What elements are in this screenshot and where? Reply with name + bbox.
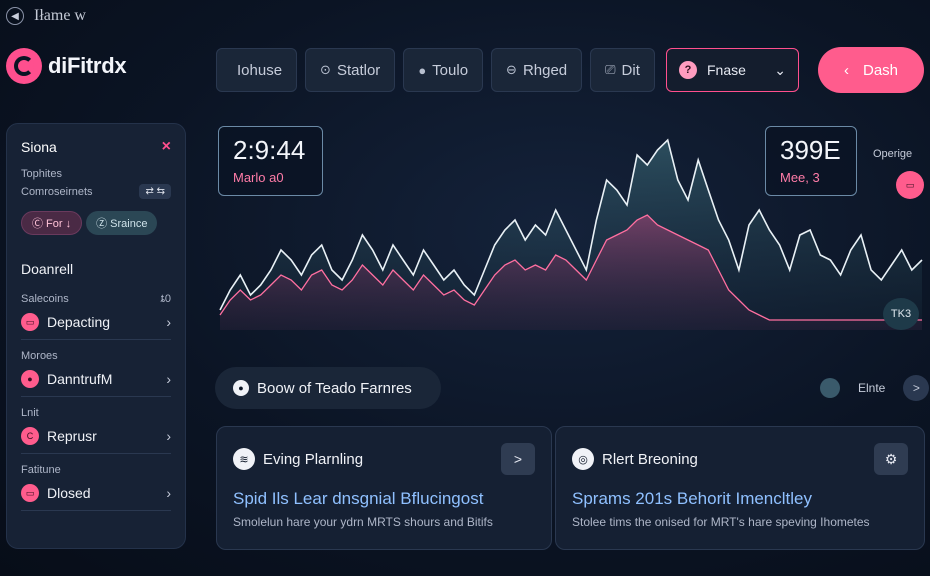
nav-label: Iohuse xyxy=(237,61,283,79)
sidebar-item-reprusr[interactable]: C Reprusr › xyxy=(21,427,171,445)
filter-chip-for[interactable]: Ⓒ For ↓ xyxy=(21,211,83,235)
series-line-0 xyxy=(219,138,923,311)
circle-icon: ● xyxy=(418,62,427,78)
back-icon[interactable]: ◀ xyxy=(6,7,24,25)
nav-label: Rhged xyxy=(522,61,568,79)
sidebar-item-depacting[interactable]: ▭ Depacting › xyxy=(21,313,171,331)
chevron-left-icon: ‹ xyxy=(843,61,849,79)
dash-label: Dash xyxy=(862,61,899,79)
group-label: Salecoins xyxy=(21,293,69,305)
brand-logo[interactable]: diFitrdx xyxy=(6,48,127,84)
section-icon: ● xyxy=(233,380,249,396)
card-subtitle: Smolelun hare your ydrn MRTS shours and … xyxy=(233,515,493,529)
nav-item-5[interactable]: ⎚ Dit xyxy=(590,48,655,92)
series-area-1 xyxy=(220,215,922,330)
stat-label: Marlo a0 xyxy=(233,170,284,185)
pager-controls: Elnte > xyxy=(820,375,930,401)
screen-icon: ⎚ xyxy=(605,62,616,77)
stat-box-right: 399E Mee, 3 xyxy=(765,126,857,196)
gear-icon[interactable]: ⚙ xyxy=(874,443,908,475)
chevron-right-icon: › xyxy=(166,314,171,330)
section-title: Boow of Teado Farnres xyxy=(257,379,412,397)
chart-badge[interactable]: TK3 xyxy=(883,298,919,330)
area-chart xyxy=(219,138,923,330)
sidebar-group: Salecoins ȶ0 ▭ Depacting › xyxy=(21,293,171,340)
stat-value: 2:9:44 xyxy=(233,135,306,165)
item-label: Depacting xyxy=(47,314,111,330)
dash-button[interactable]: ‹ Dash xyxy=(818,47,924,93)
eye-icon: ◎ xyxy=(572,448,594,470)
group-label: Fatitune xyxy=(21,464,61,476)
stat-value: 399E xyxy=(780,135,841,165)
sidebar-subtitle: Tophites xyxy=(21,168,62,180)
status-dot-icon xyxy=(820,378,840,398)
card-heading: Eving Plarnling xyxy=(263,450,364,468)
nav-label: Toulo xyxy=(432,61,469,79)
series-line-1 xyxy=(219,214,922,321)
nav-item-1[interactable]: Iohuse xyxy=(216,48,298,92)
card-title: Sprams 201s Behorit Imencltley xyxy=(572,489,812,508)
open-button[interactable]: > xyxy=(501,443,535,475)
chevron-right-icon: › xyxy=(166,428,171,444)
card-title: Spid Ils Lear dnsgnial Bflucingost xyxy=(233,489,484,508)
brand-mark-icon xyxy=(6,48,42,84)
card-heading: Rlert Breoning xyxy=(602,450,698,468)
section-header[interactable]: ● Boow of Teado Farnres xyxy=(215,367,441,409)
wave-icon: ≋ xyxy=(233,448,255,470)
card-rlert-breoning[interactable]: ◎ Rlert Breoning ⚙ Sprams 201s Behorit I… xyxy=(555,426,925,550)
item-label: DanntrufM xyxy=(47,371,113,387)
nav-item-2[interactable]: ⊙ Statlor xyxy=(305,48,396,92)
filter-chip-sraince[interactable]: Ⓩ Sraince xyxy=(86,211,158,235)
item-label: Dlosed xyxy=(47,485,91,501)
item-icon: C xyxy=(21,427,39,445)
stat-label: Mee, 3 xyxy=(780,170,820,185)
sidebar-subtitle-2: Comroseirnets xyxy=(21,185,93,198)
close-icon[interactable]: × xyxy=(161,138,171,155)
stat-box-left: 2:9:44 Marlo a0 xyxy=(218,126,323,196)
sidebar-item-dlosed[interactable]: ▭ Dlosed › xyxy=(21,484,171,502)
select-value: Fnase xyxy=(707,62,746,78)
window-title: Iłame w xyxy=(34,7,86,24)
nav-label: Statlor xyxy=(336,61,381,79)
nav-item-4[interactable]: ⊖ Rhged xyxy=(491,48,583,92)
sidebar-group: Fatitune ▭ Dlosed › xyxy=(21,464,171,511)
chevron-down-icon: ⌄ xyxy=(774,61,786,78)
group-meta: ȶ0 xyxy=(160,293,171,305)
sidebar-item-danntrufm[interactable]: ● DanntrufM › xyxy=(21,370,171,388)
target-icon: ⊙ xyxy=(320,62,331,77)
sidebar-panel: Siona × Tophites Comroseirnets ⇄ ⇆ Ⓒ For… xyxy=(6,123,186,549)
item-icon: ▭ xyxy=(21,484,39,502)
group-label: Moroes xyxy=(21,350,58,362)
window-bar: ◀ Iłame w xyxy=(6,6,86,26)
card-eving-plarnling[interactable]: ≋ Eving Plarnling > Spid Ils Lear dnsgni… xyxy=(216,426,552,550)
nav-item-3[interactable]: ● Toulo xyxy=(403,48,484,92)
item-icon: ● xyxy=(21,370,39,388)
group-label: Lnit xyxy=(21,407,39,419)
sidebar-group: Moroes ● DanntrufM › xyxy=(21,350,171,397)
sidebar-section-title: Doanrell xyxy=(21,261,74,277)
sidebar-title: Siona xyxy=(21,139,57,155)
nav-label: Dit xyxy=(621,61,640,79)
sidebar-group: Lnit C Reprusr › xyxy=(21,407,171,454)
swap-toggle-icon[interactable]: ⇄ ⇆ xyxy=(139,184,171,199)
item-label: Reprusr xyxy=(47,428,97,444)
filter-select[interactable]: ? Fnase ⌄ xyxy=(666,48,799,92)
legend-marker-icon[interactable]: ▭ xyxy=(896,171,924,199)
brand-name: diFitrdx xyxy=(48,53,127,78)
card-subtitle: Stolee tims the onised for MRT's hare sp… xyxy=(572,515,870,529)
pager-label: Elnte xyxy=(858,381,886,395)
chevron-right-icon: › xyxy=(166,371,171,387)
minus-circle-icon: ⊖ xyxy=(506,62,517,77)
next-button[interactable]: > xyxy=(903,375,930,401)
legend-label: Operige xyxy=(873,148,913,160)
chevron-right-icon: › xyxy=(166,485,171,501)
item-icon: ▭ xyxy=(21,313,39,331)
top-navigation: Iohuse ⊙ Statlor ● Toulo ⊖ Rhged ⎚ Dit xyxy=(216,48,655,92)
help-icon: ? xyxy=(679,61,697,79)
